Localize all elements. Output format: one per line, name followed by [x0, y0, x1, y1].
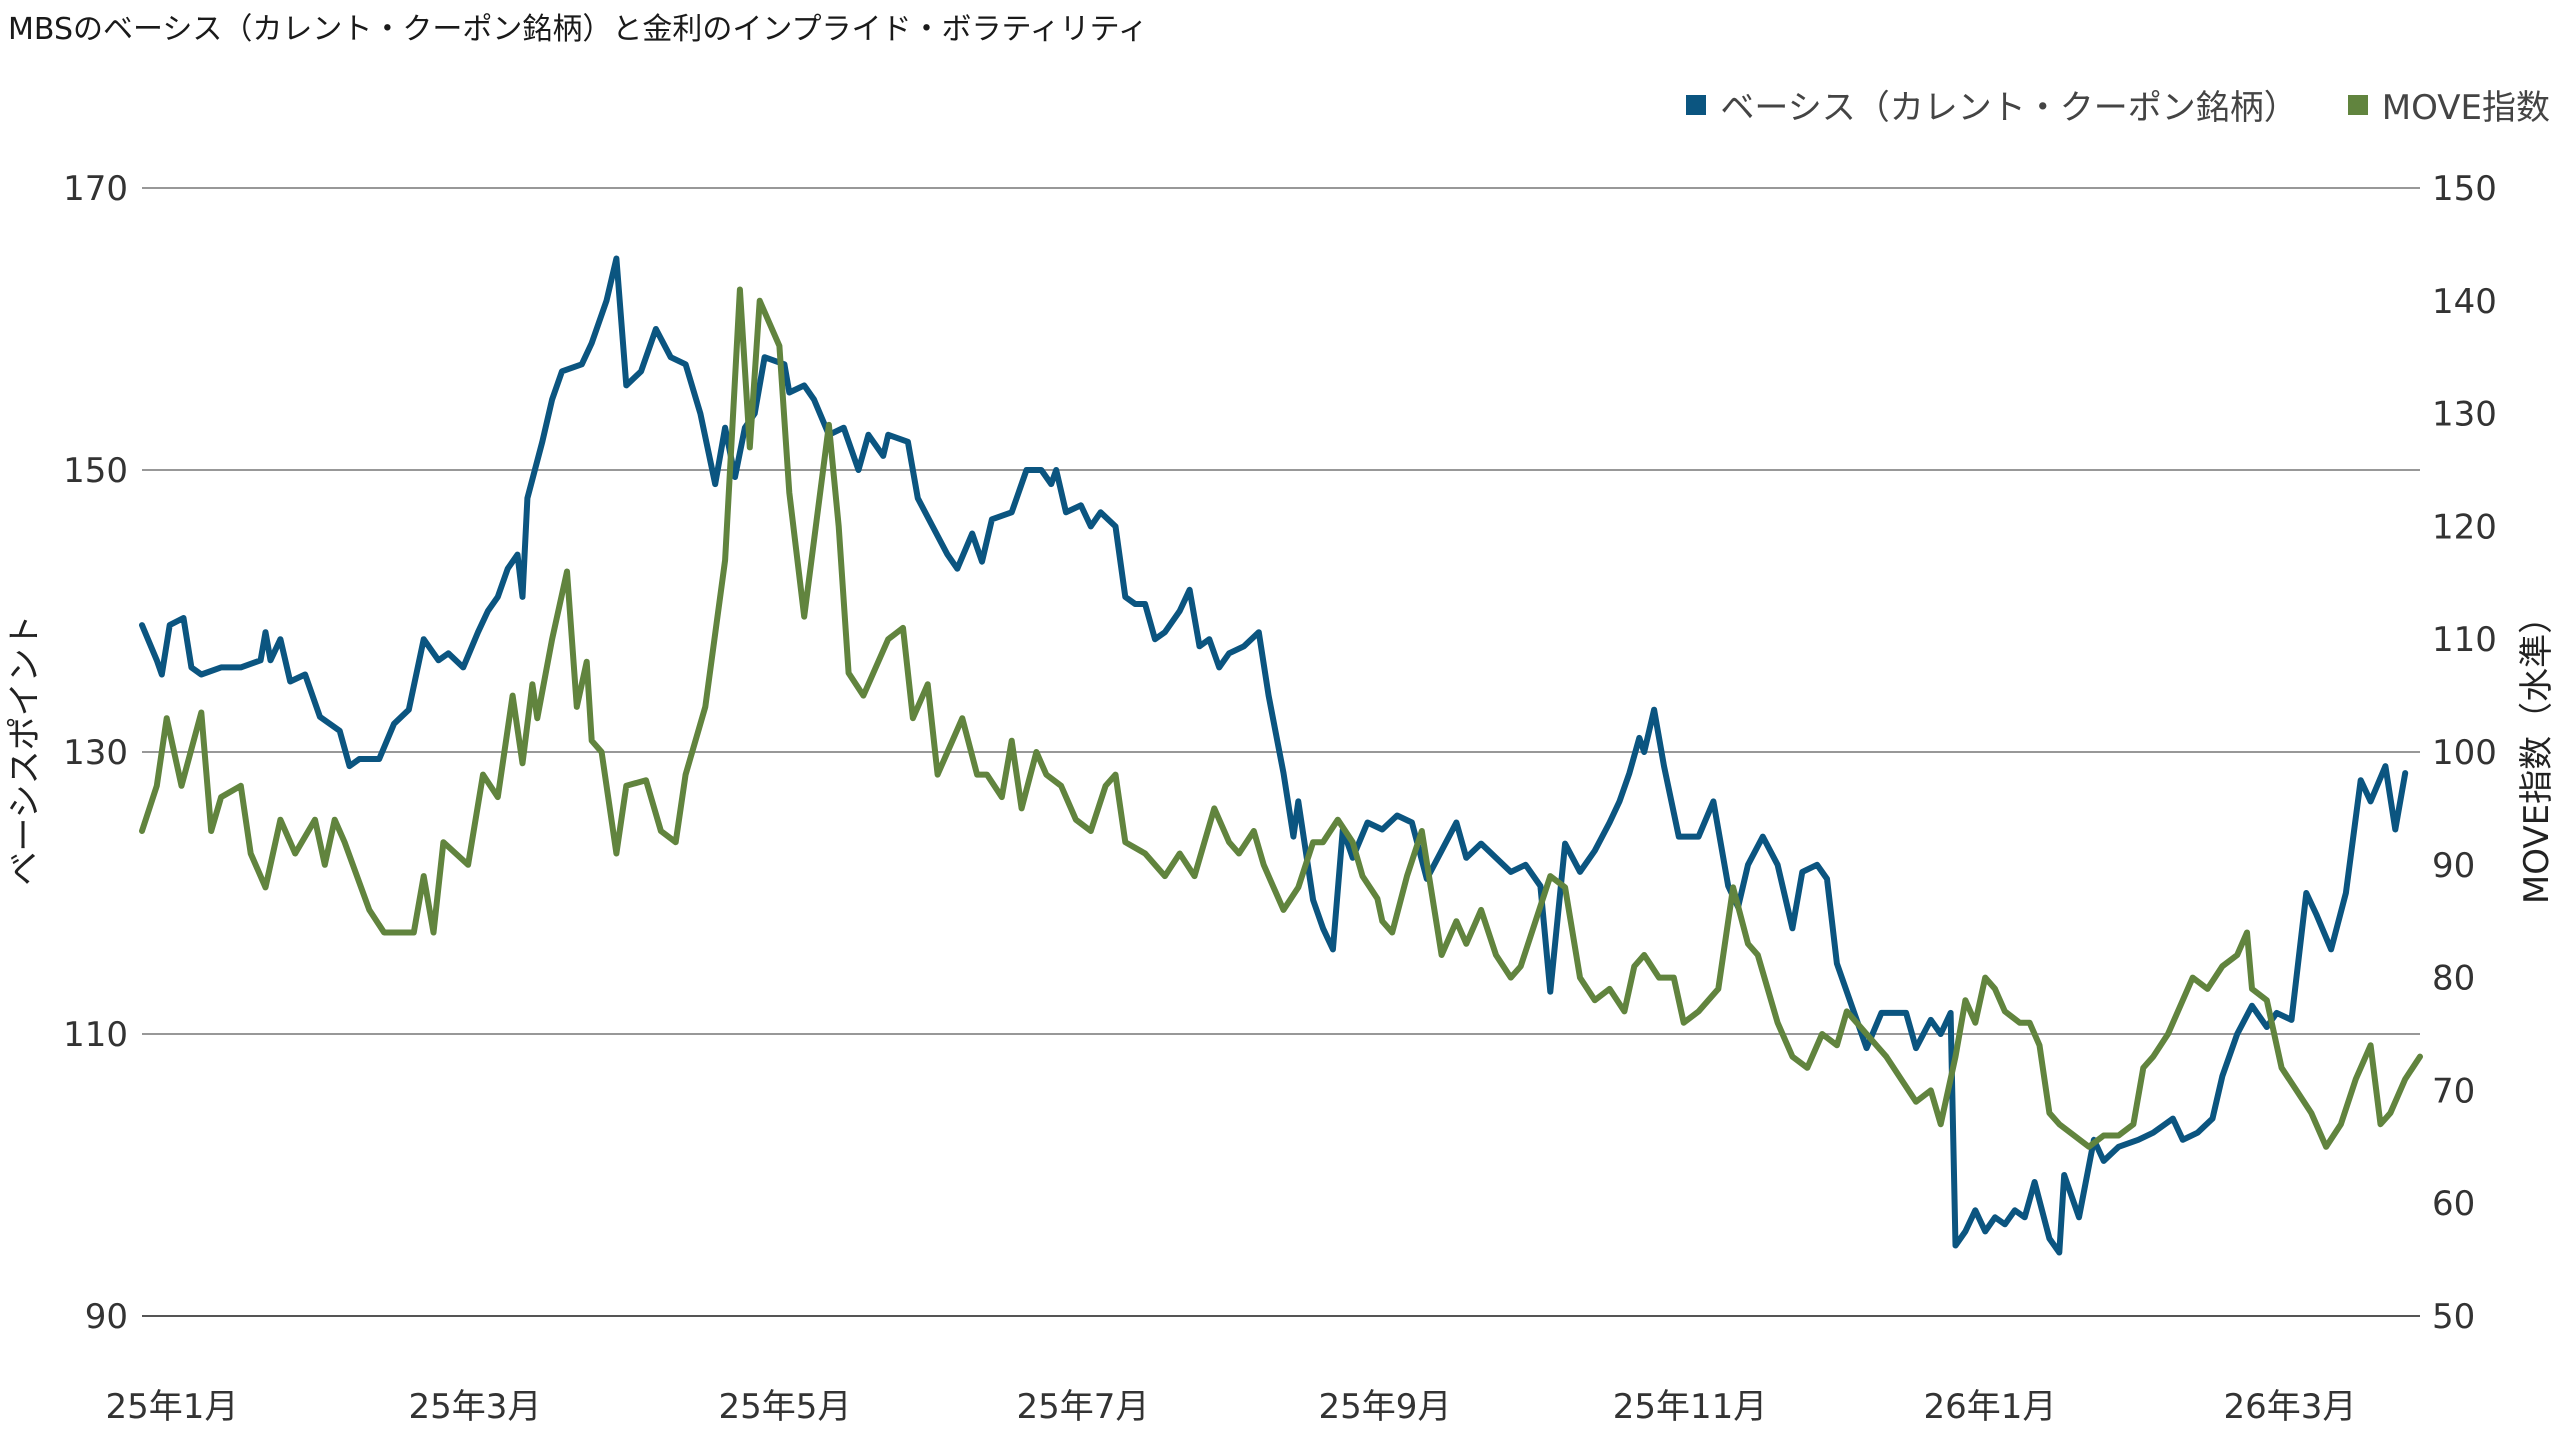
- left-tick-label: 90: [85, 1297, 128, 1337]
- x-tick-label: 25年5月: [719, 1387, 852, 1427]
- left-tick-label: 150: [63, 451, 128, 491]
- chart-title: MBSのベーシス（カレント・クーポン銘柄）と金利のインプライド・ボラティリティ: [8, 12, 1148, 47]
- legend-item-basis: ベーシス（カレント・クーポン銘柄）: [1686, 80, 2298, 129]
- right-axis-title: MOVE指数（水準）: [2517, 600, 2557, 904]
- series-line-move: [139, 286, 2423, 1150]
- right-tick-label: 90: [2432, 846, 2475, 886]
- legend-label-basis: ベーシス（カレント・クーポン銘柄）: [1720, 88, 2298, 128]
- left-tick-label: 130: [63, 733, 128, 773]
- right-tick-label: 150: [2432, 169, 2497, 209]
- x-tick-label: 25年3月: [409, 1387, 542, 1427]
- left-axis-title: ベーシスポイント: [5, 614, 45, 885]
- right-tick-label: 130: [2432, 395, 2497, 435]
- x-tick-label: 25年7月: [1017, 1387, 1150, 1427]
- right-tick-label: 60: [2432, 1184, 2475, 1224]
- right-tick-label: 70: [2432, 1071, 2475, 1111]
- right-tick-label: 50: [2432, 1297, 2475, 1337]
- right-tick-label: 100: [2432, 733, 2497, 773]
- series-line-basis: [139, 255, 2409, 1256]
- left-tick-label: 110: [63, 1015, 128, 1055]
- x-tick-label: 25年1月: [106, 1387, 239, 1427]
- legend: ベーシス（カレント・クーポン銘柄） MOVE指数: [1686, 80, 2550, 129]
- right-tick-label: 140: [2432, 282, 2497, 322]
- x-tick-label: 26年1月: [1924, 1387, 2057, 1427]
- right-tick-label: 120: [2432, 507, 2497, 547]
- legend-swatch-move: [2347, 94, 2368, 115]
- legend-swatch-basis: [1686, 94, 1707, 115]
- x-tick-label: 25年9月: [1319, 1387, 1452, 1427]
- x-tick-label: 25年11月: [1613, 1387, 1768, 1427]
- legend-item-move: MOVE指数: [2347, 80, 2550, 129]
- x-tick-label: 26年3月: [2224, 1387, 2357, 1427]
- right-tick-label: 110: [2432, 620, 2497, 660]
- right-tick-label: 80: [2432, 959, 2475, 999]
- left-tick-label: 170: [63, 169, 128, 209]
- legend-label-move: MOVE指数: [2381, 88, 2550, 128]
